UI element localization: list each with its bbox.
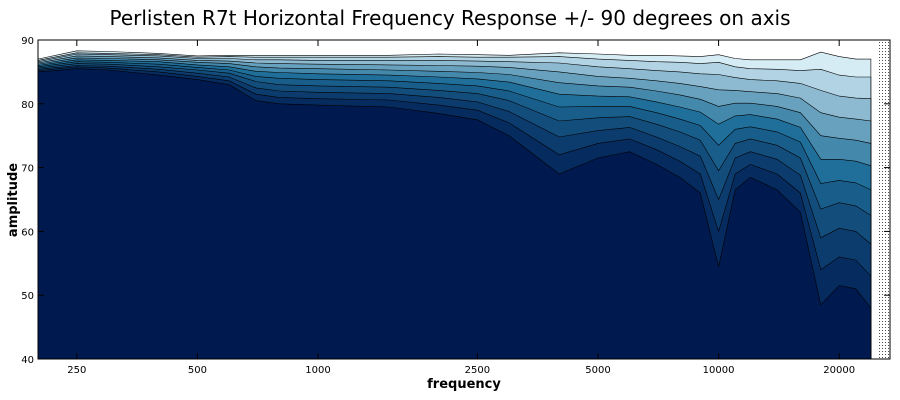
y-tick-label-80: 80 [21, 100, 34, 111]
x-axis-label: frequency [427, 377, 501, 392]
y-axis-label: amplitude [6, 163, 21, 237]
y-tick-label-60: 60 [21, 227, 34, 238]
response-curve-1 [37, 68, 872, 360]
x-tick-label-1000: 1000 [305, 365, 330, 376]
y-tick-label-50: 50 [21, 291, 34, 302]
series-layer [37, 50, 872, 360]
x-tick-label-500: 500 [188, 365, 207, 376]
x-tick-label-2500: 2500 [465, 365, 490, 376]
y-tick-label-70: 70 [21, 164, 34, 175]
x-tick-label-20000: 20000 [823, 365, 855, 376]
plot-frame [37, 39, 891, 360]
x-ticks: 250 500 1000 2500 5000 10000 20000 [67, 40, 855, 376]
y-tick-label-40: 40 [21, 355, 34, 366]
x-tick-label-250: 250 [67, 365, 86, 376]
high-frequency-dot-pattern [878, 40, 890, 359]
y-tick-label-90: 90 [21, 36, 34, 47]
x-tick-label-10000: 10000 [703, 365, 735, 376]
chart-title: Perlisten R7t Horizontal Frequency Respo… [109, 6, 791, 30]
x-tick-label-5000: 5000 [585, 365, 610, 376]
y-ticks: 40 50 60 70 80 90 [21, 36, 890, 366]
